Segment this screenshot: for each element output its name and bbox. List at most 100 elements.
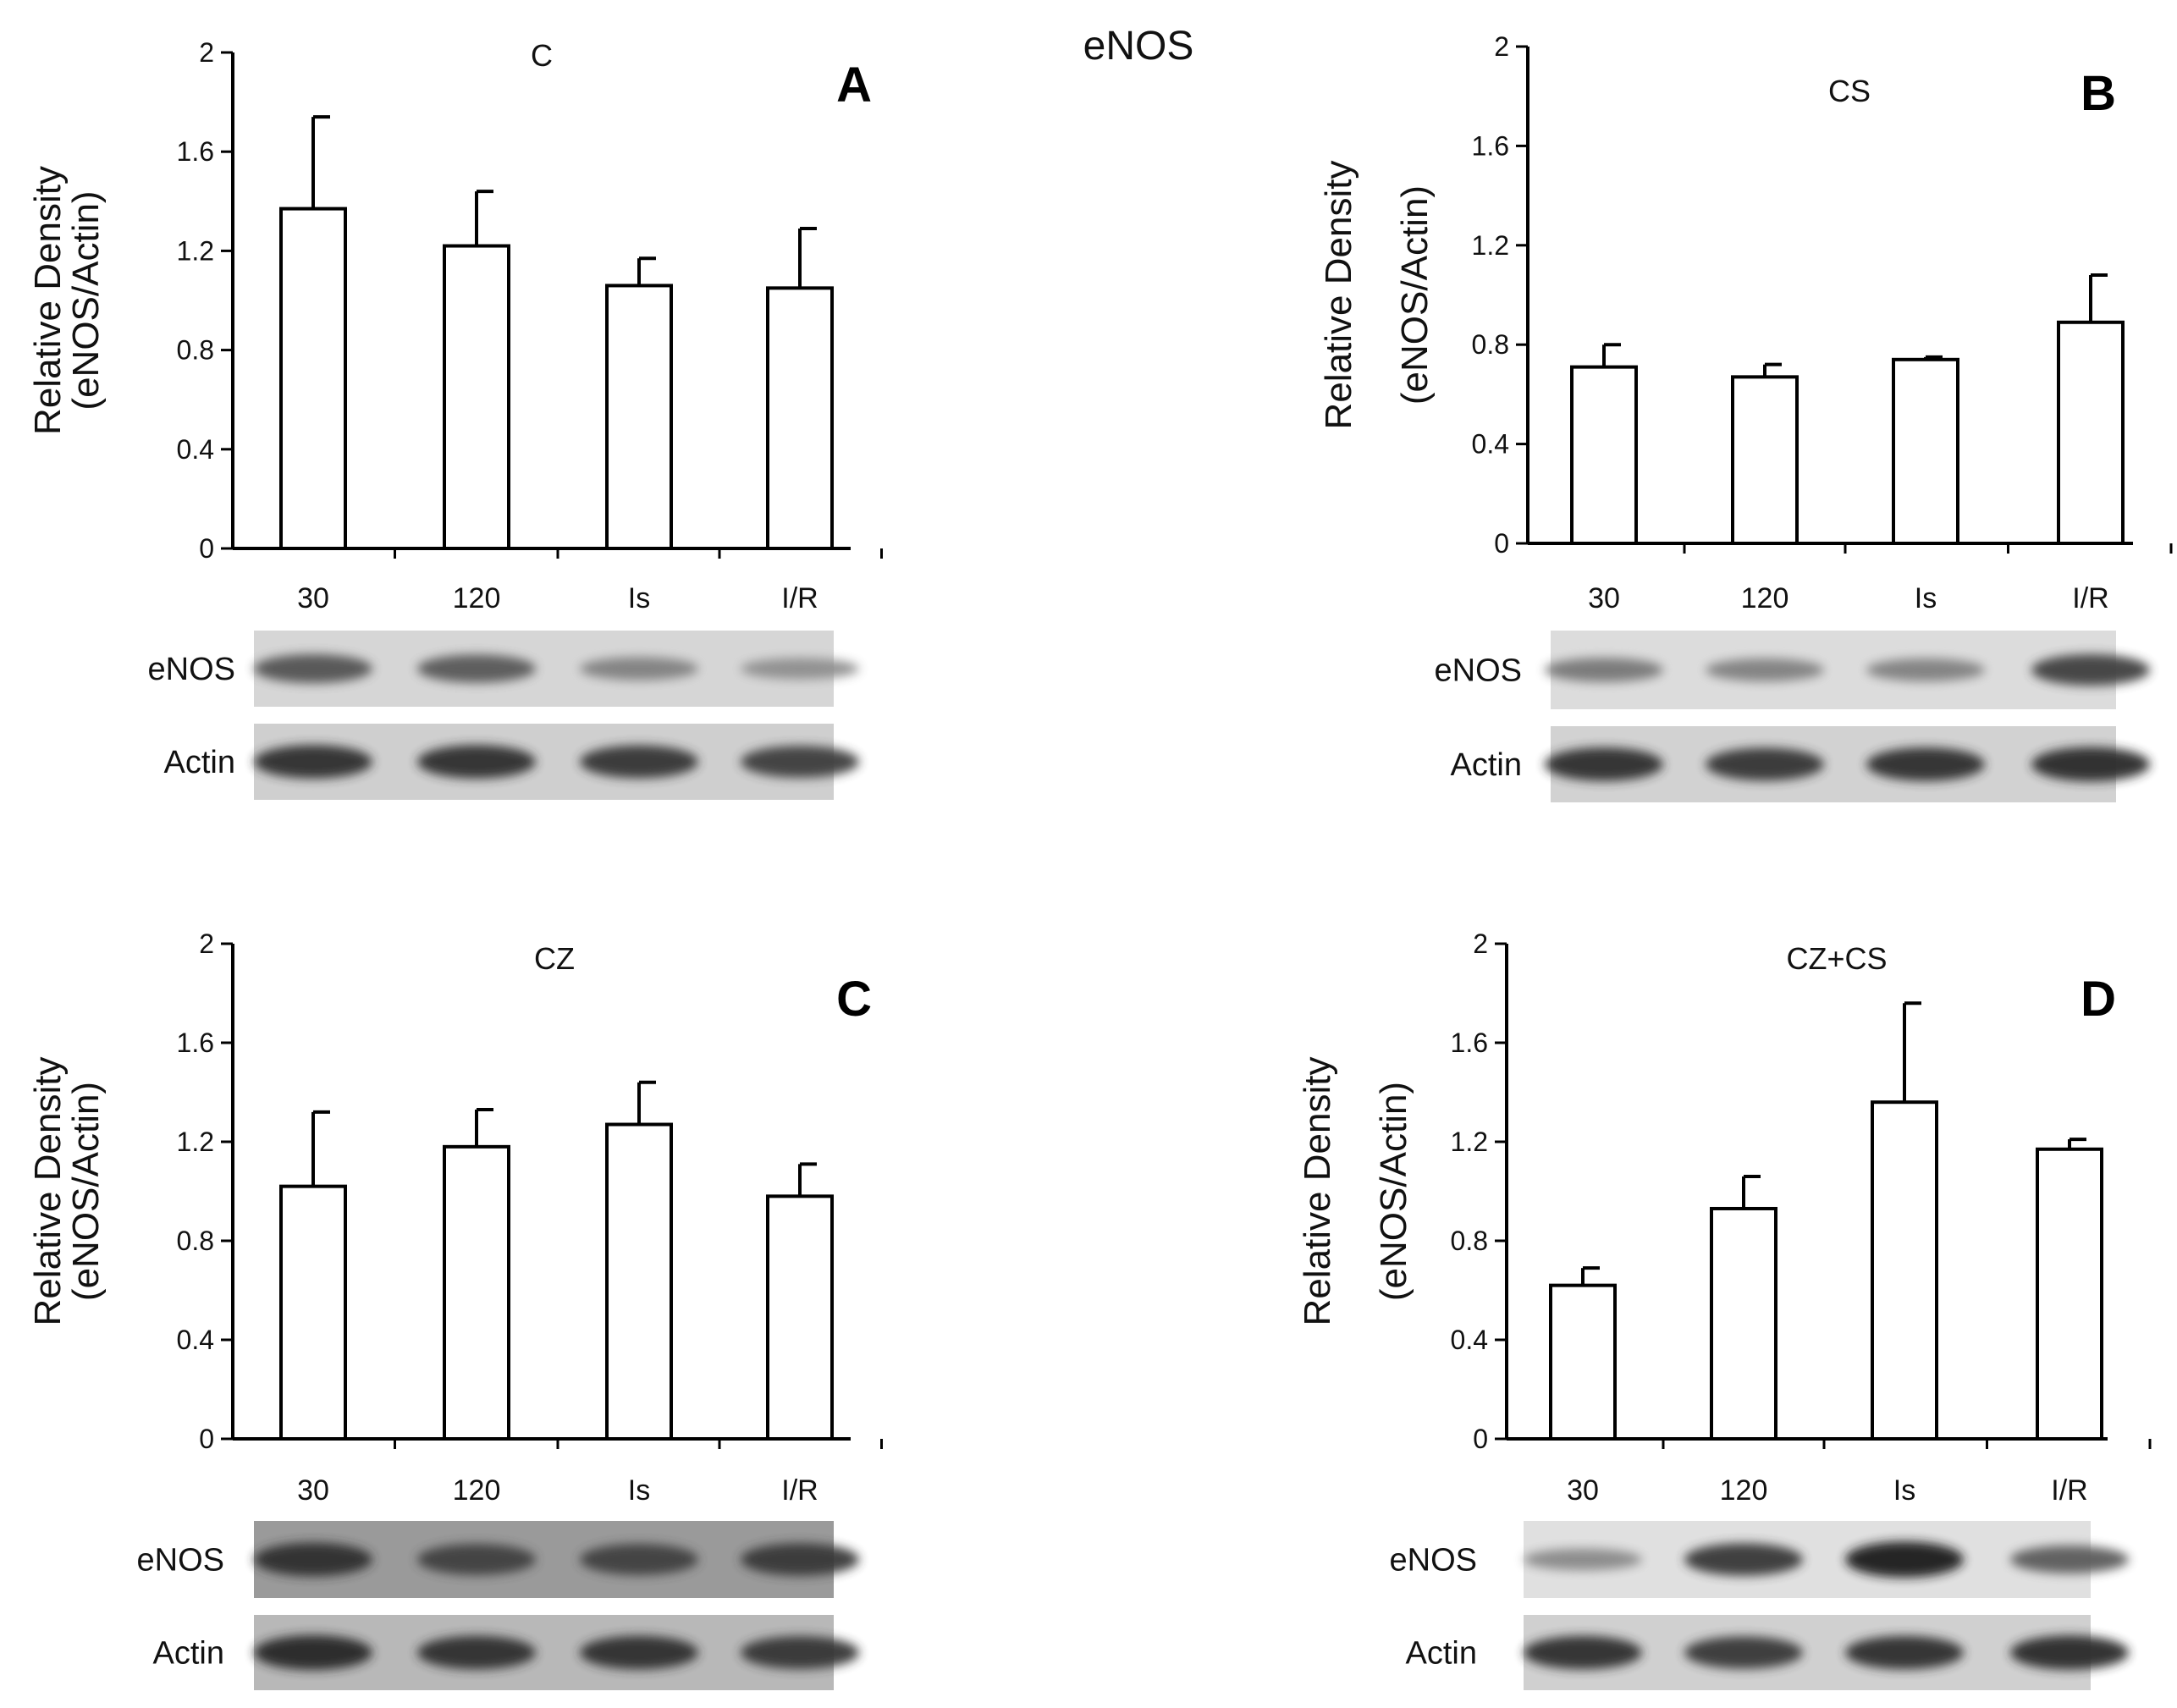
band-enos bbox=[1845, 1541, 1964, 1578]
band-actin bbox=[1684, 1636, 1803, 1669]
band-actin bbox=[580, 1635, 698, 1670]
y-tick-label: 0 bbox=[1494, 528, 1509, 559]
y-axis-label-units: (eNOS/Actin) bbox=[1373, 1082, 1414, 1301]
y-tick-label: 0.8 bbox=[177, 335, 214, 366]
band-enos bbox=[741, 1543, 859, 1576]
y-tick-label: 1.2 bbox=[1472, 230, 1509, 261]
band-enos bbox=[254, 1542, 372, 1577]
y-tick-label: 0.8 bbox=[1472, 329, 1509, 360]
y-tick-label: 1.6 bbox=[1472, 130, 1509, 161]
category-label: Is bbox=[628, 582, 650, 614]
blot-label-enos: eNOS bbox=[1435, 653, 1522, 689]
category-label: 30 bbox=[1567, 1474, 1599, 1507]
category-label: I/R bbox=[2051, 1474, 2087, 1507]
category-label: I/R bbox=[2072, 582, 2108, 614]
category-label: I/R bbox=[781, 1474, 818, 1507]
y-tick-label: 1.2 bbox=[177, 1127, 214, 1157]
y-tick-label: 0.4 bbox=[177, 434, 214, 465]
figure-title: eNOS bbox=[1083, 24, 1194, 69]
band-enos bbox=[741, 658, 859, 680]
bar-i-r bbox=[2036, 1147, 2103, 1441]
band-actin bbox=[1866, 747, 1985, 781]
blot-label-enos: eNOS bbox=[1390, 1543, 1477, 1579]
bar-120 bbox=[443, 244, 510, 550]
category-label: 30 bbox=[297, 582, 329, 614]
band-actin bbox=[580, 745, 698, 779]
band-enos bbox=[580, 1544, 698, 1575]
bar-i-r bbox=[766, 286, 834, 550]
category-label: 120 bbox=[453, 582, 501, 614]
y-tick-label: 1.6 bbox=[177, 136, 214, 167]
band-enos bbox=[1684, 1543, 1803, 1576]
category-label: 120 bbox=[453, 1474, 501, 1507]
band-actin bbox=[1845, 1635, 1964, 1670]
panel-letter: C bbox=[836, 972, 872, 1027]
bar-30 bbox=[1549, 1283, 1617, 1441]
band-actin bbox=[2031, 747, 2150, 782]
band-enos bbox=[580, 657, 698, 680]
bar-120 bbox=[443, 1144, 510, 1441]
blot-label-actin: Actin bbox=[1451, 747, 1522, 783]
y-tick-label: 2 bbox=[1473, 928, 1488, 959]
band-actin bbox=[1545, 747, 1663, 781]
band-enos bbox=[1706, 658, 1824, 682]
panel-letter: D bbox=[2081, 972, 2116, 1027]
band-actin bbox=[254, 745, 372, 779]
band-actin bbox=[1706, 747, 1824, 781]
y-tick-label: 1.6 bbox=[177, 1028, 214, 1058]
bar-i-r bbox=[2057, 320, 2125, 545]
category-label: 30 bbox=[1588, 582, 1620, 614]
band-actin bbox=[1524, 1635, 1642, 1670]
y-tick-label: 0.8 bbox=[177, 1226, 214, 1256]
y-axis-label-units: (eNOS/Actin) bbox=[1394, 185, 1436, 405]
panel-title: C bbox=[531, 38, 553, 73]
band-actin bbox=[417, 745, 536, 779]
y-tick-label: 0 bbox=[199, 1424, 214, 1454]
bar-i-r bbox=[766, 1194, 834, 1441]
y-tick-label: 0 bbox=[199, 533, 214, 564]
panel-title: CZ bbox=[534, 941, 575, 976]
y-axis-label: Relative Density bbox=[27, 1057, 69, 1326]
bar-120 bbox=[1710, 1206, 1777, 1441]
western-blot bbox=[1545, 631, 2150, 802]
y-tick-label: 0 bbox=[1473, 1424, 1488, 1454]
band-enos bbox=[417, 654, 536, 683]
y-tick-label: 1.6 bbox=[1451, 1028, 1488, 1058]
blot-label-enos: eNOS bbox=[148, 652, 235, 687]
western-blot bbox=[254, 631, 859, 800]
blot-label-actin: Actin bbox=[153, 1636, 224, 1672]
band-enos bbox=[417, 1544, 536, 1575]
panel-a: 0 0.4 0.8 1.2 1.6 2 30 120 Is I/R C A Relative Densi… bbox=[27, 37, 883, 800]
band-actin bbox=[417, 1635, 536, 1670]
western-blot bbox=[1524, 1521, 2129, 1690]
panel-title: CS bbox=[1828, 74, 1871, 108]
band-enos bbox=[1545, 658, 1663, 682]
y-axis-label-units: (eNOS/Actin) bbox=[65, 190, 107, 410]
band-enos bbox=[2031, 654, 2150, 686]
band-actin bbox=[741, 1636, 859, 1669]
bar-30 bbox=[279, 207, 347, 550]
band-actin bbox=[741, 746, 859, 778]
band-enos bbox=[2010, 1545, 2129, 1573]
category-label: Is bbox=[628, 1474, 650, 1507]
y-tick-label: 1.2 bbox=[177, 235, 214, 266]
bar-120 bbox=[1731, 375, 1799, 546]
bar-30 bbox=[279, 1184, 347, 1441]
bar-30 bbox=[1570, 365, 1638, 545]
y-axis-label: Relative Density bbox=[1297, 1057, 1338, 1326]
y-tick-label: 0.4 bbox=[1472, 429, 1509, 460]
band-enos bbox=[1866, 658, 1985, 682]
panel-c: 0 0.4 0.8 1.2 1.6 2 30 120 Is I/R CZ C Relative Dens… bbox=[27, 928, 883, 1690]
y-tick-label: 0.8 bbox=[1451, 1226, 1488, 1256]
band-actin bbox=[254, 1634, 372, 1671]
y-tick-label: 2 bbox=[199, 37, 214, 68]
bar-is bbox=[1871, 1100, 1938, 1441]
y-tick-label: 0.4 bbox=[1451, 1325, 1488, 1355]
category-label: 120 bbox=[1741, 582, 1789, 614]
blot-label-actin: Actin bbox=[164, 745, 235, 780]
category-label: I/R bbox=[781, 582, 818, 614]
y-axis-label-units: (eNOS/Actin) bbox=[65, 1082, 107, 1301]
panel-title: CZ+CS bbox=[1786, 941, 1887, 976]
band-actin bbox=[2010, 1635, 2129, 1670]
